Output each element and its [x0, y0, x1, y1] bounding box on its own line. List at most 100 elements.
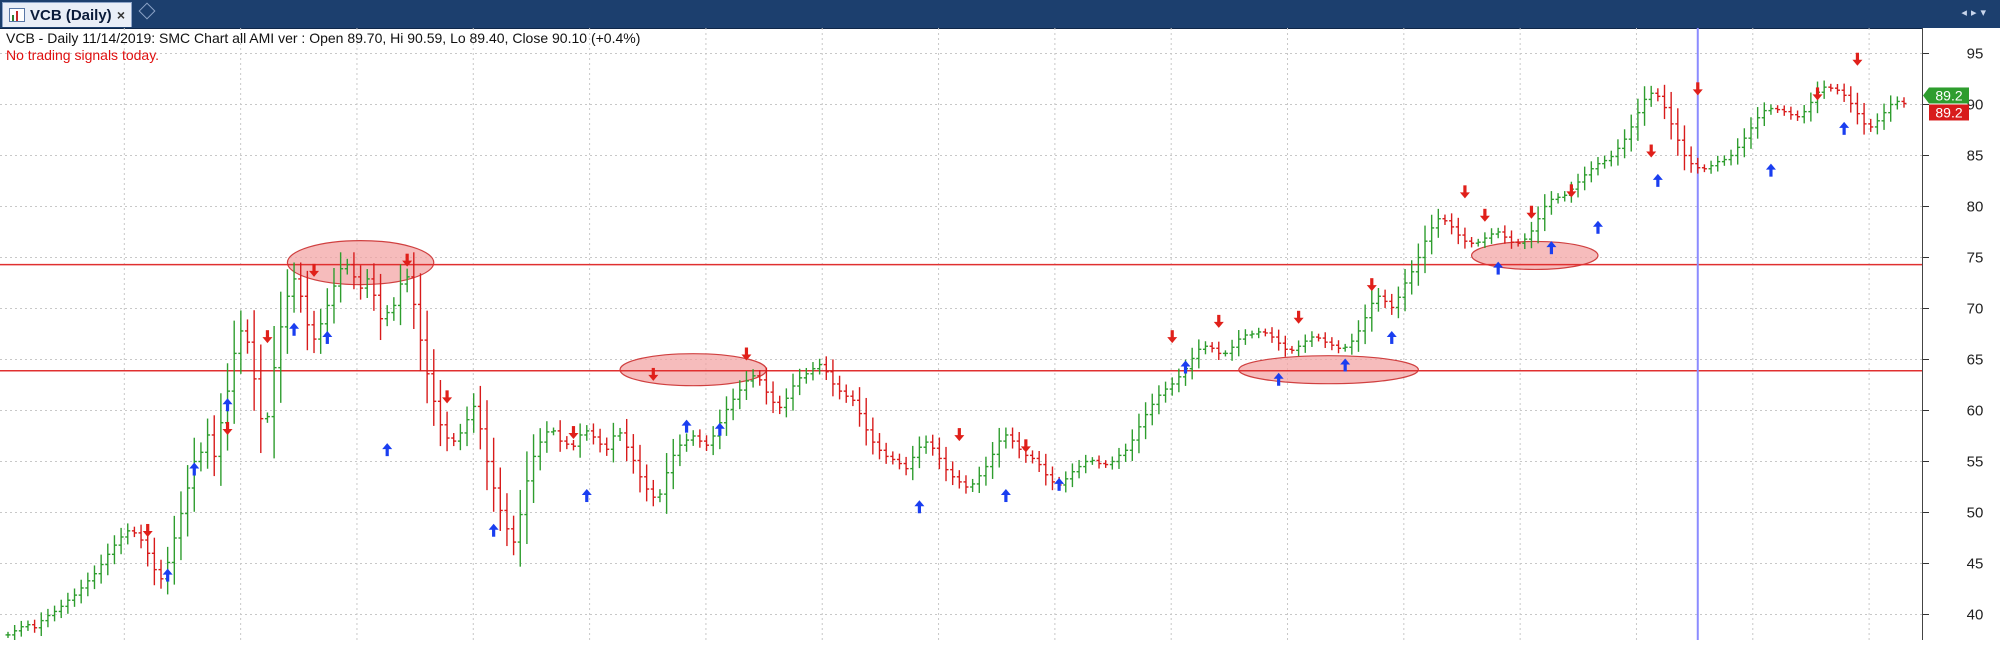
tab-scroll-arrows-icon[interactable]: ◂▸▾ [1961, 7, 1990, 19]
buy-arrow-head [1000, 489, 1011, 496]
price-bar [1888, 95, 1894, 122]
price-bar [923, 435, 929, 454]
y-tick-label: 95 [1967, 46, 1984, 63]
sell-arrow [1852, 52, 1863, 66]
price-bar [1675, 108, 1681, 156]
price-bar [557, 420, 563, 452]
price-bar [1681, 125, 1687, 171]
price-bar [1402, 269, 1408, 312]
price-bar [704, 435, 710, 451]
price-bar [511, 515, 517, 556]
price-bar [1336, 340, 1342, 354]
price-bar [963, 475, 969, 494]
buy-arrow-shaft [1656, 178, 1660, 187]
buy-arrow [1839, 121, 1850, 135]
price-bar [384, 305, 390, 327]
buy-arrow-shaft [1390, 335, 1394, 344]
price-bar [697, 429, 703, 448]
price-bar [837, 375, 843, 400]
price-bar [1708, 160, 1714, 174]
sell-arrow-shaft [265, 330, 270, 339]
price-chart[interactable] [0, 28, 1922, 640]
price-bar [52, 605, 58, 622]
price-bar [870, 417, 876, 455]
price-bar [630, 434, 636, 474]
last-price-label: 89.2 [1935, 104, 1962, 120]
price-bar [950, 461, 956, 486]
price-bar [1262, 328, 1268, 337]
price-bar [1881, 103, 1887, 130]
price-bar [444, 411, 450, 452]
price-bar [238, 310, 244, 374]
price-bar [311, 310, 317, 354]
price-bar [178, 491, 184, 561]
buy-arrow [322, 330, 333, 344]
sell-arrow-head [1293, 317, 1304, 324]
price-bar [284, 269, 290, 354]
price-bar [1362, 304, 1368, 345]
buy-arrow [714, 422, 725, 436]
tab-vcb-daily[interactable]: VCB (Daily) × [2, 2, 132, 27]
price-bar [1548, 191, 1554, 215]
price-bar [1495, 227, 1501, 239]
price-bar [1329, 337, 1335, 351]
buy-arrow-shaft [385, 448, 389, 457]
sell-arrow-shaft [1170, 330, 1174, 339]
price-bar [1149, 393, 1155, 426]
price-bar [1189, 347, 1195, 380]
price-bar [770, 381, 776, 414]
new-tab-icon[interactable] [138, 2, 156, 20]
buy-arrow-head [322, 330, 333, 337]
price-axis[interactable]: 40 45 50 55 60 65 70 75 80 85 90 95 89.2 89.2 [1922, 28, 2000, 640]
price-bar [231, 320, 237, 424]
price-bar [1003, 427, 1009, 449]
sell-arrow-shaft [1529, 205, 1534, 214]
price-bar [737, 380, 743, 410]
price-bar [910, 445, 916, 481]
price-bar [823, 356, 829, 381]
price-bar [1894, 96, 1900, 110]
buy-arrow [681, 419, 692, 433]
sell-arrow-head [309, 270, 320, 277]
price-bar [517, 489, 523, 567]
sell-arrow-head [648, 374, 659, 381]
price-bar [111, 535, 117, 565]
price-bar [604, 437, 610, 456]
price-bar [1582, 166, 1588, 191]
price-bar [783, 388, 789, 418]
buy-arrow-shaft [492, 528, 496, 537]
price-bar [577, 423, 583, 458]
sell-arrow-head [568, 433, 579, 440]
price-bar [131, 526, 137, 538]
sell-arrow-shaft [1370, 278, 1374, 287]
sell-arrow-head [262, 337, 273, 344]
buy-arrow-shaft [225, 403, 230, 412]
buy-arrow-shaft [1496, 266, 1500, 275]
price-bar [863, 397, 869, 446]
price-bar [983, 456, 989, 486]
price-bar [1741, 128, 1747, 158]
price-bar [684, 433, 690, 452]
price-bar [1508, 230, 1514, 249]
buy-arrow-head [1386, 330, 1397, 337]
last-price-box [1929, 104, 1969, 121]
price-bar [457, 423, 463, 451]
buy-arrow [488, 523, 499, 537]
price-bar [1196, 339, 1202, 369]
sell-arrow [1526, 205, 1537, 219]
sell-arrow [1692, 82, 1703, 96]
close-icon[interactable]: × [116, 7, 125, 23]
sell-arrow-head [1020, 446, 1031, 453]
sell-arrow-head [222, 428, 233, 435]
price-bar [1415, 243, 1421, 286]
sell-arrow-shaft [1815, 87, 1820, 96]
sell-arrow-head [1366, 285, 1377, 292]
price-bar [843, 384, 849, 403]
price-bar [803, 367, 809, 384]
price-bar [1808, 92, 1814, 122]
price-bar [205, 418, 211, 469]
price-bar [358, 265, 364, 300]
price-bar [1462, 227, 1468, 249]
price-bar [1163, 381, 1169, 403]
price-bar [378, 273, 384, 341]
